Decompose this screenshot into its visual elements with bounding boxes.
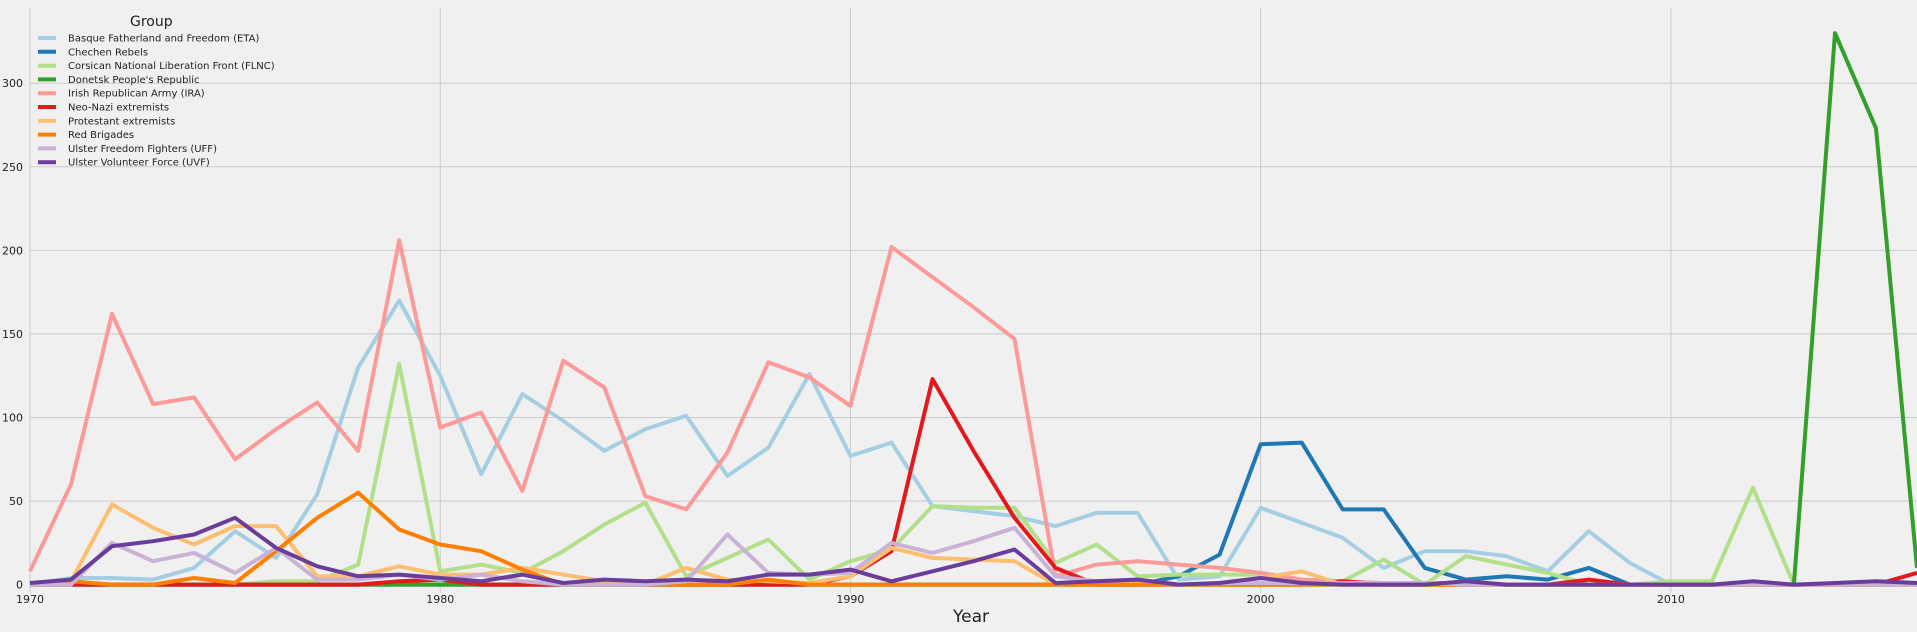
x-tick-label: 1980 xyxy=(426,593,454,606)
x-axis-title: Year xyxy=(952,607,989,627)
legend-label: Donetsk People's Republic xyxy=(68,75,200,86)
y-tick-label: 100 xyxy=(2,412,23,425)
y-tick-labels: 0 50 100 150 200 250 300 xyxy=(2,77,23,591)
y-tick-label: 50 xyxy=(9,495,23,508)
y-tick-label: 250 xyxy=(2,161,23,174)
x-tick-label: 1990 xyxy=(836,593,864,606)
series-lines xyxy=(28,31,1917,587)
legend: Group Basque Fatherland and Freedom (ETA… xyxy=(38,14,275,169)
legend-label: Neo-Nazi extremists xyxy=(68,103,169,114)
x-tick-label: 2010 xyxy=(1657,593,1685,606)
x-tick-label: 2000 xyxy=(1247,593,1275,606)
series-line xyxy=(29,515,1917,587)
legend-label: Protestant extremists xyxy=(68,116,175,127)
legend-label: Chechen Rebels xyxy=(68,47,148,58)
legend-title: Group xyxy=(130,14,173,30)
y-tick-label: 300 xyxy=(2,77,23,90)
legend-label: Irish Republican Army (IRA) xyxy=(68,89,205,100)
legend-label: Basque Fatherland and Freedom (ETA) xyxy=(68,34,259,45)
y-tick-label: 0 xyxy=(16,579,23,592)
grid-lines xyxy=(29,8,1917,593)
legend-label: Corsican National Liberation Front (FLNC… xyxy=(68,61,275,72)
y-tick-label: 200 xyxy=(2,244,23,257)
series-line xyxy=(30,377,1917,587)
y-tick-label: 150 xyxy=(2,328,23,341)
x-tick-labels: 1970 1980 1990 2000 2010 xyxy=(16,593,1685,606)
x-tick-label: 1970 xyxy=(16,593,44,606)
legend-label: Red Brigades xyxy=(68,130,134,141)
legend-label: Ulster Volunteer Force (UVF) xyxy=(68,158,210,169)
legend-label: Ulster Freedom Fighters (UFF) xyxy=(68,144,217,155)
series-line xyxy=(29,298,1917,587)
